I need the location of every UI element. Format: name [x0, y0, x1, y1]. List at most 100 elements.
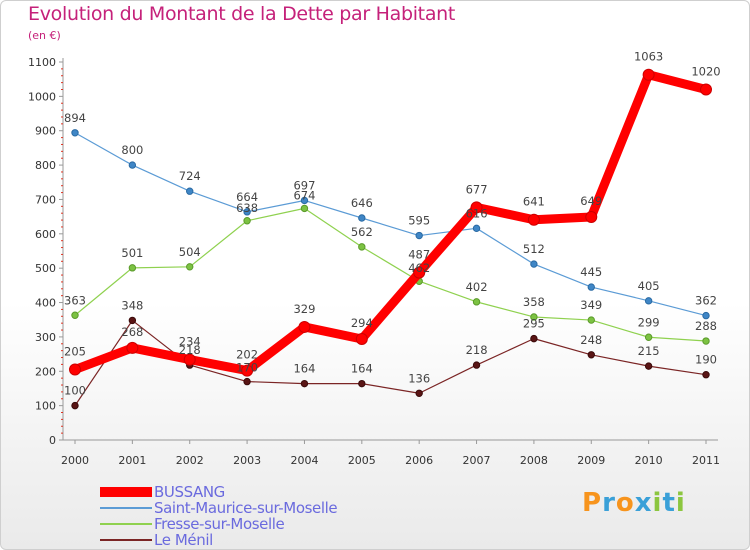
y-tick-label: 1100: [28, 56, 56, 69]
x-tick-label: 2002: [176, 454, 204, 467]
y-tick-label: 800: [35, 159, 56, 172]
legend-swatch: [100, 487, 152, 497]
data-point: [128, 264, 137, 272]
data-point: [472, 298, 481, 306]
data-point: [702, 311, 710, 320]
data-label: 664: [236, 190, 258, 204]
data-point: [243, 377, 251, 386]
data-label: 649: [580, 194, 602, 208]
data-point: [243, 217, 251, 225]
data-point: [644, 333, 653, 341]
series-line-0: [70, 70, 711, 376]
y-tick-label: 300: [35, 331, 56, 344]
data-label: 218: [179, 343, 201, 357]
x-tick-label: 2010: [635, 454, 663, 467]
data-label: 1063: [634, 50, 663, 64]
data-label: 170: [236, 361, 258, 375]
logo-letter: t: [662, 488, 676, 518]
x-tick-label: 2011: [692, 454, 720, 467]
data-point: [413, 266, 426, 279]
data-point: [355, 332, 368, 345]
legend-swatch: [100, 507, 152, 509]
data-point: [644, 362, 653, 370]
x-tick-label: 2001: [118, 454, 146, 467]
data-point: [71, 129, 79, 137]
logo-letter: x: [634, 488, 653, 518]
y-tick-label: 400: [35, 297, 56, 310]
data-label: 363: [64, 293, 86, 307]
proxiti-logo: Proxiti: [582, 488, 686, 518]
y-tick-label: 700: [35, 193, 56, 206]
x-tick-label: 2008: [520, 454, 548, 467]
series-line-2: [74, 207, 707, 342]
data-label: 100: [64, 384, 86, 398]
data-label: 234: [179, 335, 201, 349]
data-point: [69, 363, 81, 376]
data-label: 202: [236, 348, 258, 362]
logo-letter: i: [675, 488, 686, 518]
data-point: [470, 201, 483, 214]
data-point: [415, 231, 423, 240]
data-label: 800: [121, 143, 143, 157]
series-line-1: [74, 132, 707, 317]
data-label: 349: [580, 298, 602, 312]
data-point: [642, 68, 655, 81]
y-tick-label: 600: [35, 228, 56, 241]
data-label: 894: [64, 111, 86, 125]
data-label: 487: [408, 248, 430, 262]
data-label: 512: [523, 242, 545, 256]
data-label: 697: [293, 178, 315, 192]
data-label: 405: [638, 279, 660, 293]
data-point: [300, 196, 309, 205]
x-tick-label: 2009: [577, 454, 605, 467]
legend-label: BUSSANG: [154, 483, 225, 501]
data-label: 348: [121, 298, 143, 312]
logo-letter: o: [615, 488, 635, 518]
data-point: [128, 316, 137, 325]
data-point: [472, 224, 481, 233]
x-tick-label: 2006: [405, 454, 433, 467]
x-tick-label: 2000: [61, 454, 89, 467]
x-tick-label: 2007: [463, 454, 491, 467]
y-tick-label: 900: [35, 125, 56, 138]
data-label: 562: [351, 225, 373, 239]
data-point: [530, 334, 538, 343]
data-label: 724: [179, 169, 201, 183]
data-point: [587, 283, 595, 291]
legend-label: Le Ménil: [154, 531, 213, 549]
data-point: [300, 379, 309, 388]
data-point: [702, 371, 710, 379]
data-point: [702, 337, 710, 345]
data-point: [358, 214, 366, 222]
data-point: [71, 401, 79, 410]
logo-letter: i: [652, 488, 663, 518]
data-label: 329: [293, 302, 315, 316]
y-tick-label: 500: [35, 262, 56, 275]
data-point: [243, 208, 251, 216]
legend-label: Fresse-sur-Moselle: [154, 515, 285, 533]
y-tick-label: 100: [35, 400, 56, 413]
data-point: [587, 351, 595, 359]
y-tick-label: 200: [35, 365, 56, 378]
data-point: [530, 313, 538, 321]
data-point: [530, 260, 538, 268]
data-label: 616: [466, 206, 488, 220]
chart-title: Evolution du Montant de la Dette par Hab…: [28, 3, 456, 25]
data-label: 358: [523, 295, 545, 309]
data-label: 136: [408, 371, 430, 385]
data-label: 268: [121, 325, 143, 339]
legend-label: Saint-Maurice-sur-Moselle: [154, 499, 338, 517]
logo-letter: P: [582, 488, 603, 518]
data-point: [128, 161, 137, 169]
data-label: 288: [695, 319, 717, 333]
data-label: 504: [179, 245, 201, 259]
data-label: 641: [523, 195, 545, 209]
legend-swatch: [100, 523, 152, 525]
data-label: 295: [523, 317, 545, 331]
data-point: [587, 316, 595, 324]
data-point: [183, 353, 196, 366]
y-tick-label: 1000: [28, 90, 56, 103]
data-point: [644, 297, 653, 305]
